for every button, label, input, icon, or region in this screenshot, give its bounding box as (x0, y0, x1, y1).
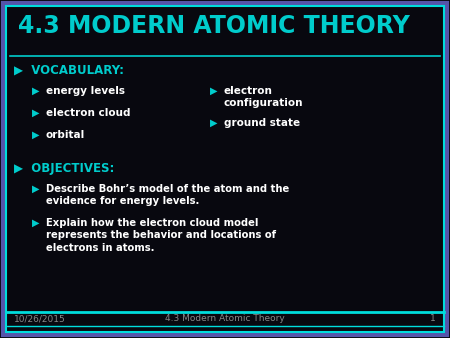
Text: 1: 1 (430, 314, 436, 323)
Text: Explain how the electron cloud model
represents the behavior and locations of
el: Explain how the electron cloud model rep… (46, 218, 276, 253)
Text: ▶: ▶ (210, 118, 217, 128)
Text: Describe Bohr’s model of the atom and the
evidence for energy levels.: Describe Bohr’s model of the atom and th… (46, 184, 289, 207)
Text: electron cloud: electron cloud (46, 108, 130, 118)
Text: electron
configuration: electron configuration (224, 86, 303, 108)
Text: ▶: ▶ (210, 86, 217, 96)
Text: orbital: orbital (46, 130, 85, 140)
Text: ▶: ▶ (32, 108, 40, 118)
Text: 4.3 MODERN ATOMIC THEORY: 4.3 MODERN ATOMIC THEORY (18, 14, 410, 38)
Text: ground state: ground state (224, 118, 300, 128)
Text: ▶  VOCABULARY:: ▶ VOCABULARY: (14, 64, 124, 77)
Text: ▶: ▶ (32, 130, 40, 140)
Text: 10/26/2015: 10/26/2015 (14, 314, 66, 323)
Text: 4.3 Modern Atomic Theory: 4.3 Modern Atomic Theory (165, 314, 285, 323)
Text: ▶: ▶ (32, 86, 40, 96)
Text: ▶  OBJECTIVES:: ▶ OBJECTIVES: (14, 162, 114, 175)
Text: ▶: ▶ (32, 218, 40, 228)
Text: ▶: ▶ (32, 184, 40, 194)
Text: energy levels: energy levels (46, 86, 125, 96)
